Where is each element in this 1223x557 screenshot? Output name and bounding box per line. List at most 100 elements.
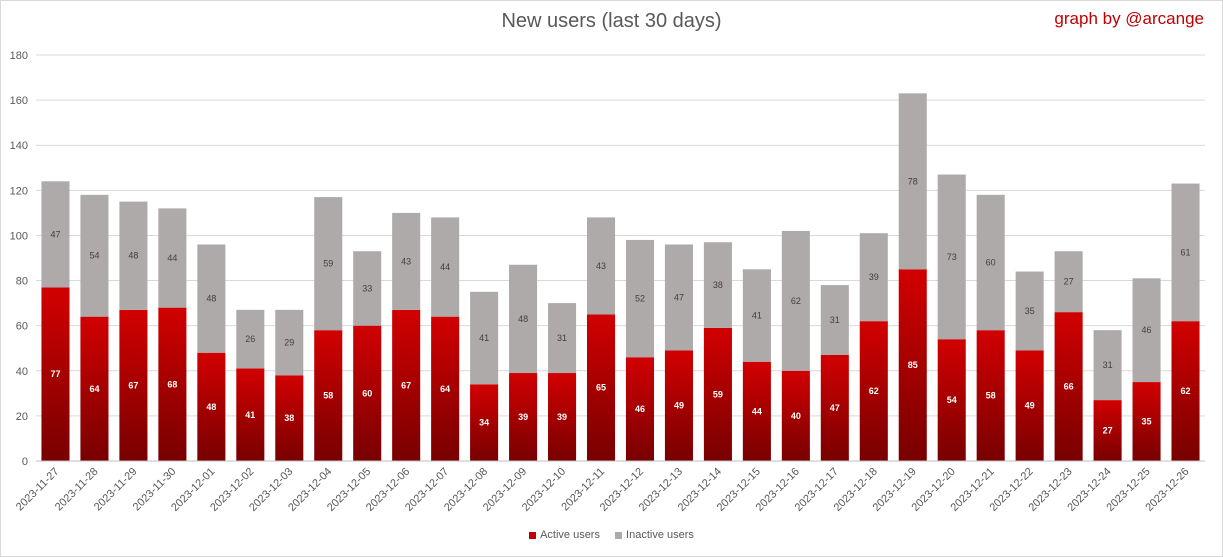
legend-item-inactive: Inactive users [615,529,694,541]
data-label-active: 66 [1064,382,1074,392]
bar-inactive [275,309,304,376]
data-label-inactive: 62 [791,296,801,306]
data-label-inactive: 78 [908,176,918,186]
bar-inactive [1171,183,1200,322]
data-label-inactive: 41 [752,311,762,321]
data-label-active: 47 [830,403,840,413]
data-label-active: 85 [908,360,918,370]
bar-inactive [586,217,616,315]
chart-legend: Active users Inactive users [0,529,1223,542]
bar-inactive [314,197,343,331]
data-label-inactive: 38 [713,280,723,290]
bar-active [275,375,304,461]
bar-inactive [80,194,109,317]
bar-active [781,370,810,461]
data-label-inactive: 48 [206,294,216,304]
data-label-active: 48 [206,402,216,412]
bar-active [197,352,226,461]
data-label-active: 67 [401,380,411,390]
bar-inactive [158,208,187,308]
data-label-active: 34 [479,418,489,428]
data-label-inactive: 27 [1064,277,1074,287]
data-label-inactive: 43 [401,256,411,266]
bar-inactive [236,309,265,369]
data-label-inactive: 31 [1103,360,1113,370]
data-label-inactive: 31 [830,315,840,325]
legend-swatch-inactive [615,531,623,539]
y-tick-label: 180 [10,50,28,62]
data-label-active: 67 [128,380,138,390]
data-label-inactive: 35 [1025,306,1035,316]
data-label-inactive: 54 [89,251,99,261]
bar-active [1054,312,1083,461]
bar-inactive [392,212,421,310]
data-label-active: 62 [869,386,879,396]
bar-active [470,384,499,461]
data-label-active: 59 [713,389,723,399]
bar-active [236,368,265,461]
bar-inactive [1054,251,1083,313]
y-tick-label: 140 [10,140,28,152]
bar-active [625,357,655,461]
data-label-inactive: 41 [479,333,489,343]
bar-inactive [937,174,966,340]
legend-swatch-active [529,531,537,539]
data-label-active: 49 [674,401,684,411]
bar-active [431,316,460,461]
legend-item-active: Active users [529,529,600,541]
data-label-active: 40 [791,411,801,421]
bar-inactive [509,264,538,374]
data-label-active: 68 [167,379,177,389]
bar-inactive [1093,330,1122,401]
data-label-inactive: 61 [1181,247,1191,257]
bar-inactive [470,291,499,385]
data-label-active: 58 [323,391,333,401]
legend-label-active: Active users [540,529,600,541]
bar-inactive [820,285,849,355]
bar-inactive [41,181,70,288]
data-label-inactive: 47 [50,229,60,239]
data-label-inactive: 46 [1142,325,1152,335]
data-label-active: 62 [1181,386,1191,396]
data-label-active: 35 [1142,417,1152,427]
data-label-inactive: 33 [362,283,372,293]
bar-inactive [119,201,148,310]
bar-active [158,307,187,461]
data-label-inactive: 44 [167,253,177,263]
chart-title: New users (last 30 days) [501,10,722,32]
bar-inactive [1015,271,1044,351]
bar-active [1132,382,1161,461]
data-label-active: 64 [440,384,450,394]
bar-active [353,325,382,461]
bar-inactive [431,217,460,317]
data-label-active: 54 [947,395,957,405]
chart-credit: graph by @arcange [1054,9,1204,28]
data-label-inactive: 44 [440,262,450,272]
legend-label-inactive: Inactive users [626,529,694,541]
data-label-inactive: 43 [596,261,606,271]
data-label-active: 44 [752,406,762,416]
data-label-active: 38 [284,413,294,423]
bar-active [586,314,616,461]
y-tick-label: 120 [10,185,28,197]
data-label-active: 41 [245,410,255,420]
bar-inactive [859,233,888,322]
y-tick-label: 80 [16,276,28,288]
data-label-inactive: 60 [986,258,996,268]
bar-active [1171,321,1200,461]
data-label-active: 39 [518,412,528,422]
bar-active [937,339,966,461]
bar-inactive [898,93,927,270]
bar-active [664,350,693,461]
bar-active [1093,400,1122,461]
y-tick-label: 40 [16,366,28,378]
data-label-inactive: 29 [284,338,294,348]
bar-active [548,373,577,461]
bar-active [898,269,927,461]
y-tick-label: 20 [16,411,28,423]
data-label-active: 77 [50,369,60,379]
data-label-active: 58 [986,391,996,401]
data-label-active: 65 [596,383,606,393]
data-label-active: 64 [89,384,99,394]
